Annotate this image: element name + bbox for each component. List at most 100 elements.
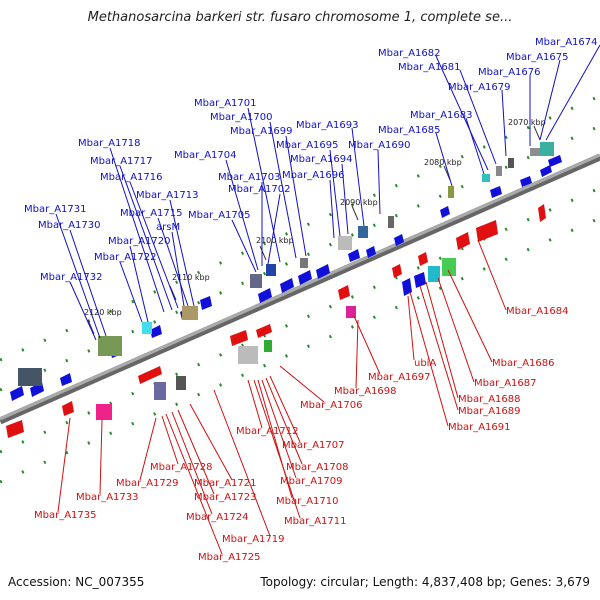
reverse-gene	[230, 330, 248, 346]
gene-label: Mbar_A1674	[535, 37, 598, 48]
ruler-label: 2090 kbp	[340, 198, 378, 207]
gene-label: Mbar_A1699	[230, 126, 293, 137]
forward-gene	[316, 264, 330, 279]
gene-label: Mbar_A1722	[94, 252, 157, 263]
forward-gene	[402, 278, 412, 296]
gene-label: Mbar_A1698	[334, 386, 397, 397]
reverse-gene	[338, 285, 350, 300]
gene-label: Mbar_A1693	[296, 120, 359, 131]
gene-label: Mbar_A1676	[478, 67, 541, 78]
gene-label: Mbar_A1708	[286, 462, 349, 473]
gene-label: Mbar_A1702	[228, 184, 291, 195]
reverse-genes	[6, 204, 546, 438]
gene-label: Mbar_A1720	[108, 236, 171, 247]
gene-label: Mbar_A1718	[78, 138, 141, 149]
forward-gene	[520, 176, 532, 187]
gene-label: Mbar_A1688	[458, 394, 521, 405]
gene-label: Mbar_A1706	[300, 400, 363, 411]
forward-gene	[280, 278, 294, 293]
gene-label: Mbar_A1704	[174, 150, 237, 161]
gene-label: Mbar_A1703	[218, 172, 281, 183]
gene-label: Mbar_A1682	[378, 48, 441, 59]
reverse-gene	[6, 420, 24, 438]
ruler-labels: 2070 kbp 2080 kbp 2090 kbp 2100 kbp 2110…	[84, 118, 546, 317]
gene-label: Mbar_A1701	[194, 98, 257, 109]
accession-text: Accession: NC_007355	[8, 575, 145, 589]
gene-label: Mbar_A1732	[40, 272, 103, 283]
gene-label: Mbar_A1717	[90, 156, 153, 167]
forward-gene	[298, 270, 312, 285]
gene-label: Mbar_A1719	[222, 534, 285, 545]
gene-label: Mbar_A1729	[116, 478, 179, 489]
gene-label: Mbar_A1733	[76, 492, 139, 503]
gene-label: Mbar_A1735	[34, 510, 97, 521]
gene-label: Mbar_A1697	[368, 372, 431, 383]
forward-gene	[414, 272, 426, 288]
gene-label: Mbar_A1728	[150, 462, 213, 473]
forward-gene	[540, 165, 552, 177]
reverse-gene	[476, 220, 498, 242]
gene-label: Mbar_A1713	[136, 190, 199, 201]
gene-label: Mbar_A1694	[290, 154, 353, 165]
gene-label: Mbar_A1681	[398, 62, 461, 73]
forward-gene	[366, 246, 376, 258]
reverse-gene	[256, 324, 272, 338]
reverse-gene	[538, 204, 546, 222]
reverse-gene	[418, 252, 428, 266]
reverse-gene	[456, 232, 470, 250]
gene-label: Mbar_A1689	[458, 406, 521, 417]
gene-label: Mbar_A1723	[194, 492, 257, 503]
gene-label: Mbar_A1679	[448, 82, 511, 93]
gene-label: Mbar_A1730	[38, 220, 101, 231]
gene-label: Mbar_A1716	[100, 172, 163, 183]
forward-gene	[150, 325, 162, 338]
gene-label: Mbar_A1724	[186, 512, 249, 523]
forward-gene	[10, 386, 24, 401]
gene-label: Mbar_A1690	[348, 140, 411, 151]
gene-label: Mbar_A1731	[24, 204, 87, 215]
forward-gene	[440, 206, 450, 218]
reverse-gene	[62, 401, 74, 416]
map-title: Methanosarcina barkeri str. fusaro chrom…	[87, 10, 513, 25]
feature-boxes	[18, 142, 554, 420]
gene-label: Mbar_A1696	[282, 170, 345, 181]
gene-label: Mbar_A1687	[474, 378, 537, 389]
gene-label: arsM	[156, 222, 180, 233]
ruler-label: 2070 kbp	[508, 118, 546, 127]
gene-label: ubiA	[414, 358, 436, 369]
ruler-label: 2100 kbp	[256, 236, 294, 245]
gene-label: Mbar_A1725	[198, 552, 261, 563]
gene-label: Mbar_A1695	[276, 140, 339, 151]
forward-gene	[348, 249, 360, 262]
gene-label: Mbar_A1685	[378, 125, 441, 136]
forward-gene	[490, 186, 502, 198]
forward-gene-labels: Mbar_A1674 Mbar_A1675 Mbar_A1676 Mbar_A1…	[24, 37, 600, 341]
reverse-gene	[392, 264, 402, 278]
ruler-label: 2080 kbp	[424, 158, 462, 167]
gene-label: Mbar_A1707	[282, 440, 345, 451]
gene-label: Mbar_A1709	[280, 476, 343, 487]
gene-label: Mbar_A1686	[492, 358, 555, 369]
gene-label: Mbar_A1691	[448, 422, 511, 433]
forward-gene	[200, 296, 212, 310]
gene-label: Mbar_A1705	[188, 210, 251, 221]
gene-label: Mbar_A1675	[506, 52, 569, 63]
reverse-gene-labels: Mbar_A1684 Mbar_A1686 Mbar_A1687 Mbar_A1…	[34, 239, 569, 563]
forward-gene	[60, 373, 72, 386]
reverse-gene	[138, 366, 162, 384]
forward-gene	[548, 155, 562, 167]
gene-label: Mbar_A1721	[194, 478, 257, 489]
forward-gene	[258, 288, 272, 303]
gene-label: Mbar_A1715	[120, 208, 183, 219]
gene-label: Mbar_A1700	[210, 112, 273, 123]
gene-label: Mbar_A1712	[236, 426, 299, 437]
ruler-label: 2120 kbp	[84, 308, 122, 317]
gene-label: Mbar_A1684	[506, 306, 569, 317]
ruler-label: 2110 kbp	[172, 273, 210, 282]
backbone	[0, 153, 600, 425]
gene-label: Mbar_A1710	[276, 496, 339, 507]
gene-label: Mbar_A1711	[284, 516, 347, 527]
gene-label: Mbar_A1683	[410, 110, 473, 121]
forward-gene	[394, 234, 404, 246]
